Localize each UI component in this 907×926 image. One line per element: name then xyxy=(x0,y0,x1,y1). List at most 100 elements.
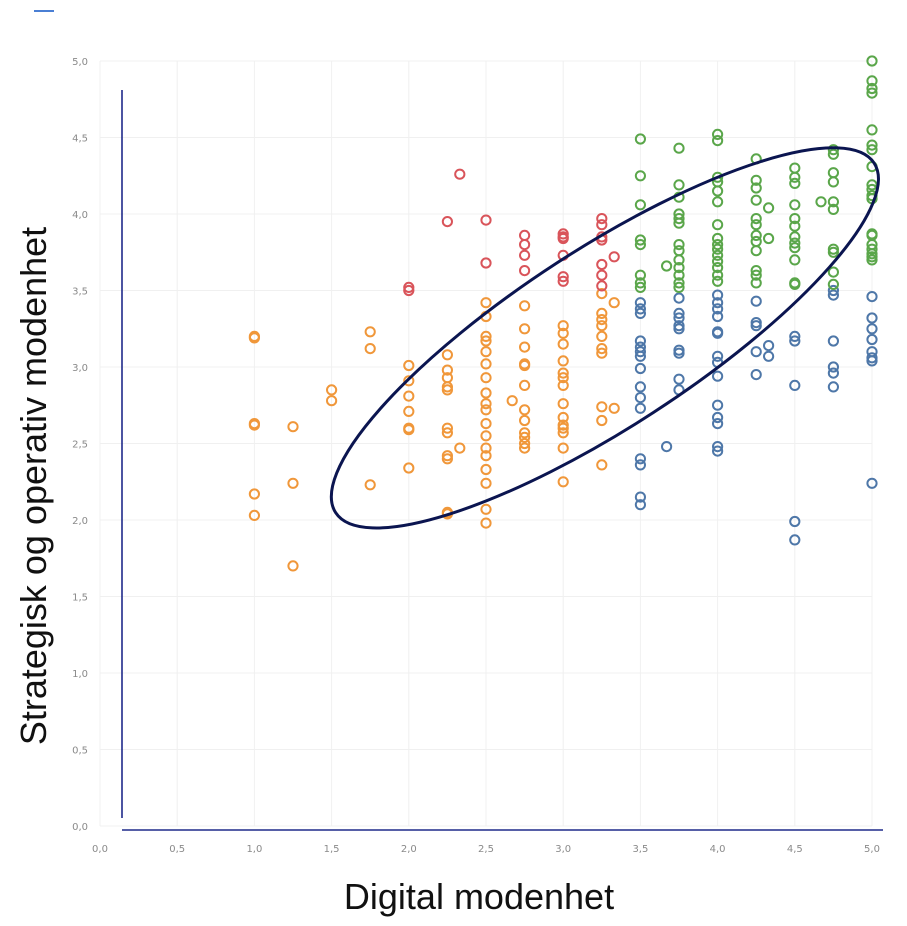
data-point-blue xyxy=(634,346,647,358)
data-point-orange xyxy=(441,427,453,439)
y-tick-label: 3,0 xyxy=(72,363,88,374)
data-point-green xyxy=(866,124,878,136)
data-point-green xyxy=(827,144,840,156)
data-point-green xyxy=(750,229,762,241)
data-point-blue xyxy=(789,515,801,528)
data-point-red xyxy=(596,280,608,292)
data-point-green xyxy=(763,232,775,245)
data-point-orange xyxy=(596,401,608,413)
data-point-red xyxy=(596,258,608,271)
data-point-green xyxy=(750,194,762,206)
data-point-green xyxy=(866,82,878,95)
data-point-orange xyxy=(519,323,531,335)
y-tick-label: 4,5 xyxy=(72,134,88,145)
data-point-green xyxy=(750,213,762,225)
x-axis-ticks: 0,0 0,5 1,0 1,5 2,0 2,5 3,0 3,5 4,0 4,5 5,0 xyxy=(92,844,880,855)
data-point-green xyxy=(712,185,724,197)
data-point-green xyxy=(827,148,840,160)
data-point-blue xyxy=(827,381,840,393)
data-point-orange xyxy=(596,414,608,427)
data-point-blue xyxy=(866,312,878,324)
data-point-green xyxy=(673,262,685,274)
x-tick-label: 4,5 xyxy=(787,844,803,855)
data-point-orange xyxy=(480,430,492,442)
data-point-orange xyxy=(557,327,569,339)
data-point-orange xyxy=(403,359,415,372)
data-point-green xyxy=(827,278,840,290)
data-point-blue xyxy=(673,307,685,319)
data-point-red xyxy=(519,239,531,251)
data-point-blue xyxy=(866,323,878,335)
data-point-blue xyxy=(634,297,647,309)
data-point-orange xyxy=(480,477,492,489)
data-point-green xyxy=(866,254,878,266)
data-point-orange xyxy=(403,375,415,387)
data-point-red xyxy=(480,257,492,269)
data-point-green xyxy=(634,281,647,293)
data-point-orange xyxy=(557,427,569,439)
data-point-blue xyxy=(789,379,801,391)
y-axis-ticks: 0,0 0,5 1,0 1,5 2,0 2,5 3,0 3,5 4,0 4,5 5,0 xyxy=(72,57,88,833)
data-point-orange xyxy=(403,405,415,417)
data-point-green xyxy=(673,213,685,225)
data-point-orange xyxy=(480,450,492,462)
data-point-blue xyxy=(789,335,801,347)
data-point-blue xyxy=(712,303,724,315)
data-point-blue xyxy=(789,330,801,342)
data-point-orange xyxy=(596,314,608,326)
data-point-green xyxy=(789,213,801,225)
data-point-orange xyxy=(480,503,492,515)
data-point-green xyxy=(750,219,762,231)
data-point-orange xyxy=(480,398,492,410)
data-point-green xyxy=(866,87,878,99)
data-point-blue xyxy=(827,335,840,347)
data-point-green xyxy=(673,142,685,154)
data-point-green xyxy=(634,269,647,281)
data-point-orange xyxy=(557,398,569,410)
x-tick-label: 1,5 xyxy=(324,844,340,855)
data-point-orange xyxy=(480,358,492,370)
data-point-orange xyxy=(364,343,376,355)
data-point-orange xyxy=(596,307,608,319)
data-point-blue xyxy=(673,347,685,359)
data-point-blue xyxy=(712,289,724,301)
data-point-blue xyxy=(712,399,724,411)
data-point-blue xyxy=(712,370,724,382)
data-point-orange xyxy=(557,476,569,488)
data-point-green xyxy=(827,203,840,215)
data-point-orange xyxy=(480,442,492,454)
data-point-green xyxy=(866,139,878,151)
data-point-blue xyxy=(634,453,647,465)
data-point-orange xyxy=(519,379,531,391)
data-point-orange xyxy=(441,384,453,396)
data-point-orange xyxy=(454,442,466,454)
data-point-green xyxy=(750,245,762,257)
data-point-orange xyxy=(596,347,608,359)
data-point-red xyxy=(480,214,492,226)
data-point-orange xyxy=(557,320,569,332)
data-point-orange xyxy=(557,338,569,350)
data-point-blue xyxy=(634,335,647,347)
data-point-red xyxy=(454,168,466,180)
data-point-red xyxy=(557,275,569,287)
data-point-orange xyxy=(403,424,415,436)
data-point-blue xyxy=(750,369,762,381)
data-point-green xyxy=(712,243,724,255)
data-point-blue xyxy=(750,295,762,307)
data-point-orange xyxy=(403,462,415,474)
data-point-orange xyxy=(519,442,531,454)
data-point-red xyxy=(403,284,415,297)
y-tick-label: 0,0 xyxy=(72,822,88,833)
data-point-green xyxy=(789,242,801,254)
data-point-blue xyxy=(634,381,647,393)
x-tick-label: 2,0 xyxy=(401,844,417,855)
data-point-orange xyxy=(519,300,531,312)
data-point-orange xyxy=(287,477,299,489)
x-tick-label: 3,5 xyxy=(632,844,648,855)
data-point-green xyxy=(815,196,827,208)
data-point-blue xyxy=(712,310,724,323)
data-point-red xyxy=(596,219,608,231)
data-point-orange xyxy=(441,453,453,465)
data-point-green xyxy=(673,269,685,281)
